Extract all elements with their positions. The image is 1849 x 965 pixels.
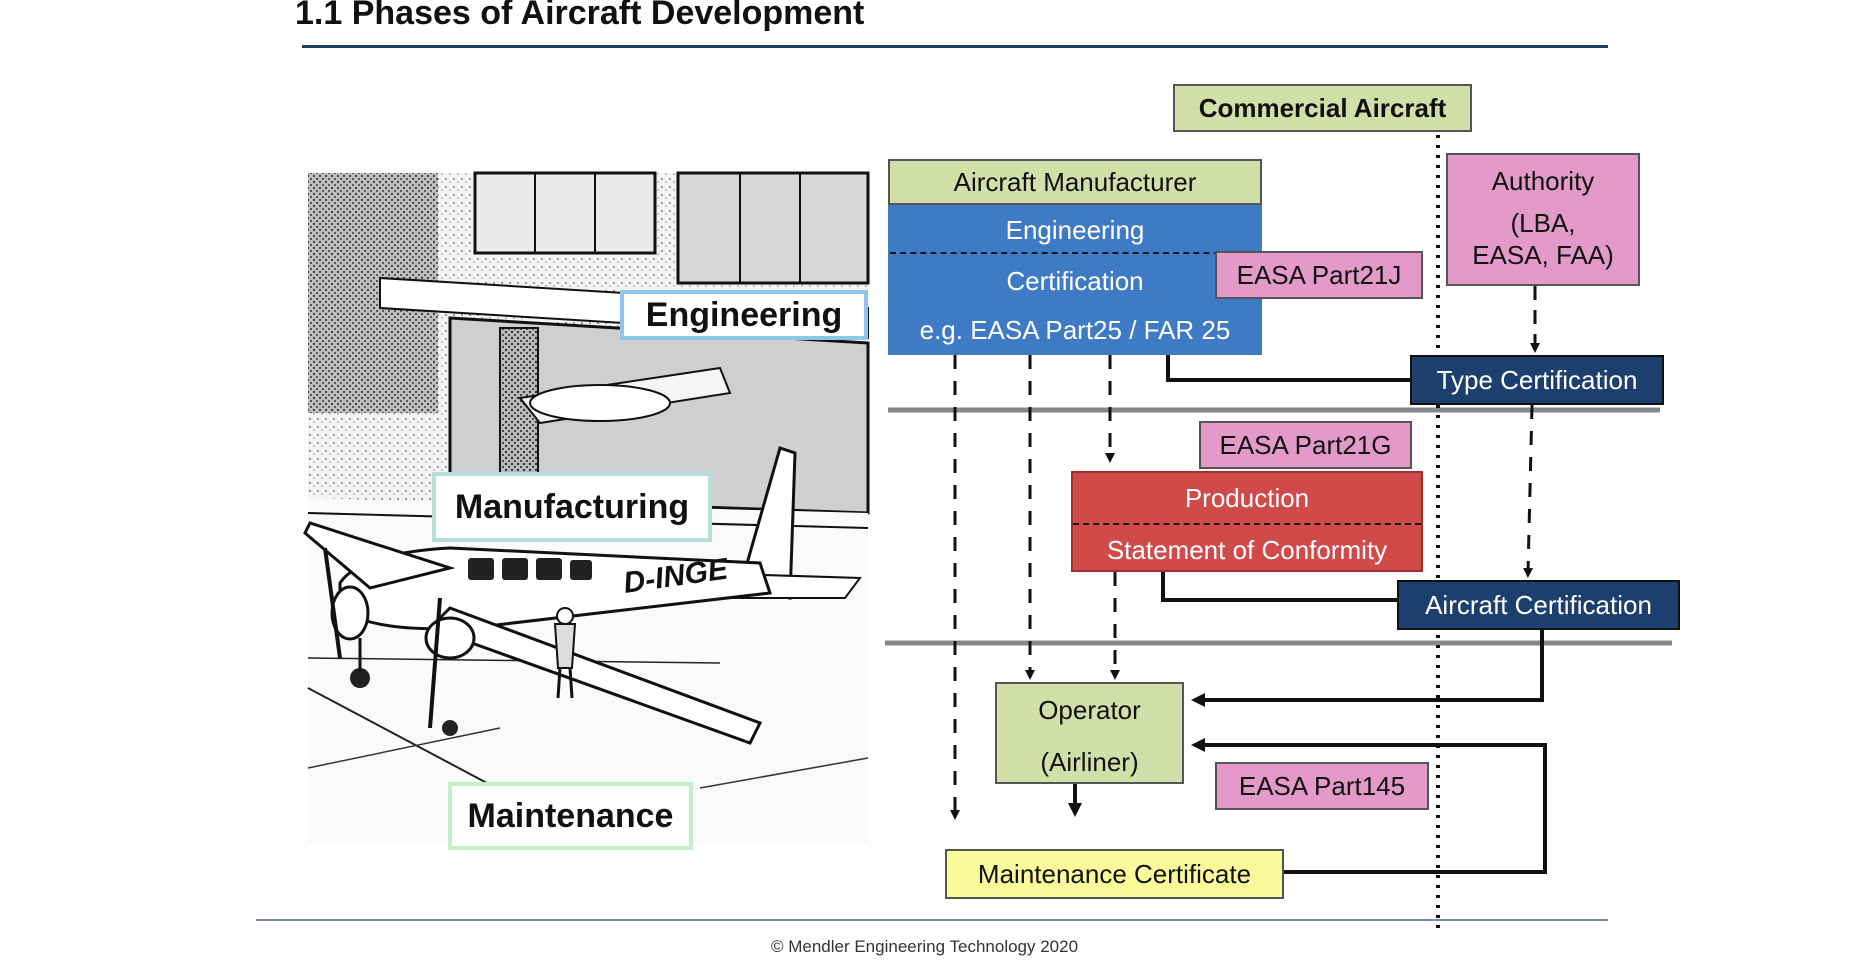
engineering-certification-box: Engineering Certification e.g. EASA Part… [888, 205, 1262, 355]
airliner-label: (Airliner) [1040, 747, 1139, 777]
authority-line-1: (LBA, [1510, 208, 1576, 238]
copyright-footer: © Mendler Engineering Technology 2020 [770, 937, 1079, 956]
hangar-aircraft-illustration: D-INGE [300, 168, 870, 843]
easa-part145-tag: EASA Part145 [1215, 762, 1429, 810]
production-label: Production [1184, 483, 1310, 513]
aircraft-manufacturer-header: Aircraft Manufacturer [888, 159, 1262, 205]
maintenance-certificate-box: Maintenance Certificate [945, 849, 1284, 899]
title-divider [302, 45, 1608, 48]
engineering-label: Engineering [1005, 215, 1145, 245]
phase-label-maintenance: Maintenance [448, 782, 693, 850]
phase-label-manufacturing: Manufacturing [432, 472, 712, 542]
page-title: 1.1 Phases of Aircraft Development [295, 0, 865, 32]
easa-part21j-tag: EASA Part21J [1215, 251, 1423, 299]
statement-of-conformity-label: Statement of Conformity [1106, 535, 1388, 565]
type-certification-box: Type Certification [1410, 355, 1664, 405]
commercial-aircraft-label: Commercial Aircraft [1173, 84, 1472, 132]
production-box: Production Statement of Conformity [1071, 471, 1423, 572]
authority-line-2: EASA, FAA) [1472, 240, 1614, 270]
authority-title: Authority [1491, 166, 1595, 196]
authority-box: Authority (LBA, EASA, FAA) [1446, 153, 1640, 286]
dashed-divider [890, 252, 1260, 254]
operator-box: Operator (Airliner) [995, 682, 1184, 784]
footer-divider [256, 919, 1608, 921]
easa-part21g-tag: EASA Part21G [1199, 421, 1412, 469]
phase-label-engineering: Engineering [620, 290, 868, 340]
aircraft-certification-box: Aircraft Certification [1397, 580, 1680, 630]
dashed-divider [1073, 523, 1421, 525]
certification-example: e.g. EASA Part25 / FAR 25 [919, 315, 1231, 345]
certification-label: Certification [1006, 266, 1144, 296]
operator-label: Operator [1038, 695, 1141, 725]
